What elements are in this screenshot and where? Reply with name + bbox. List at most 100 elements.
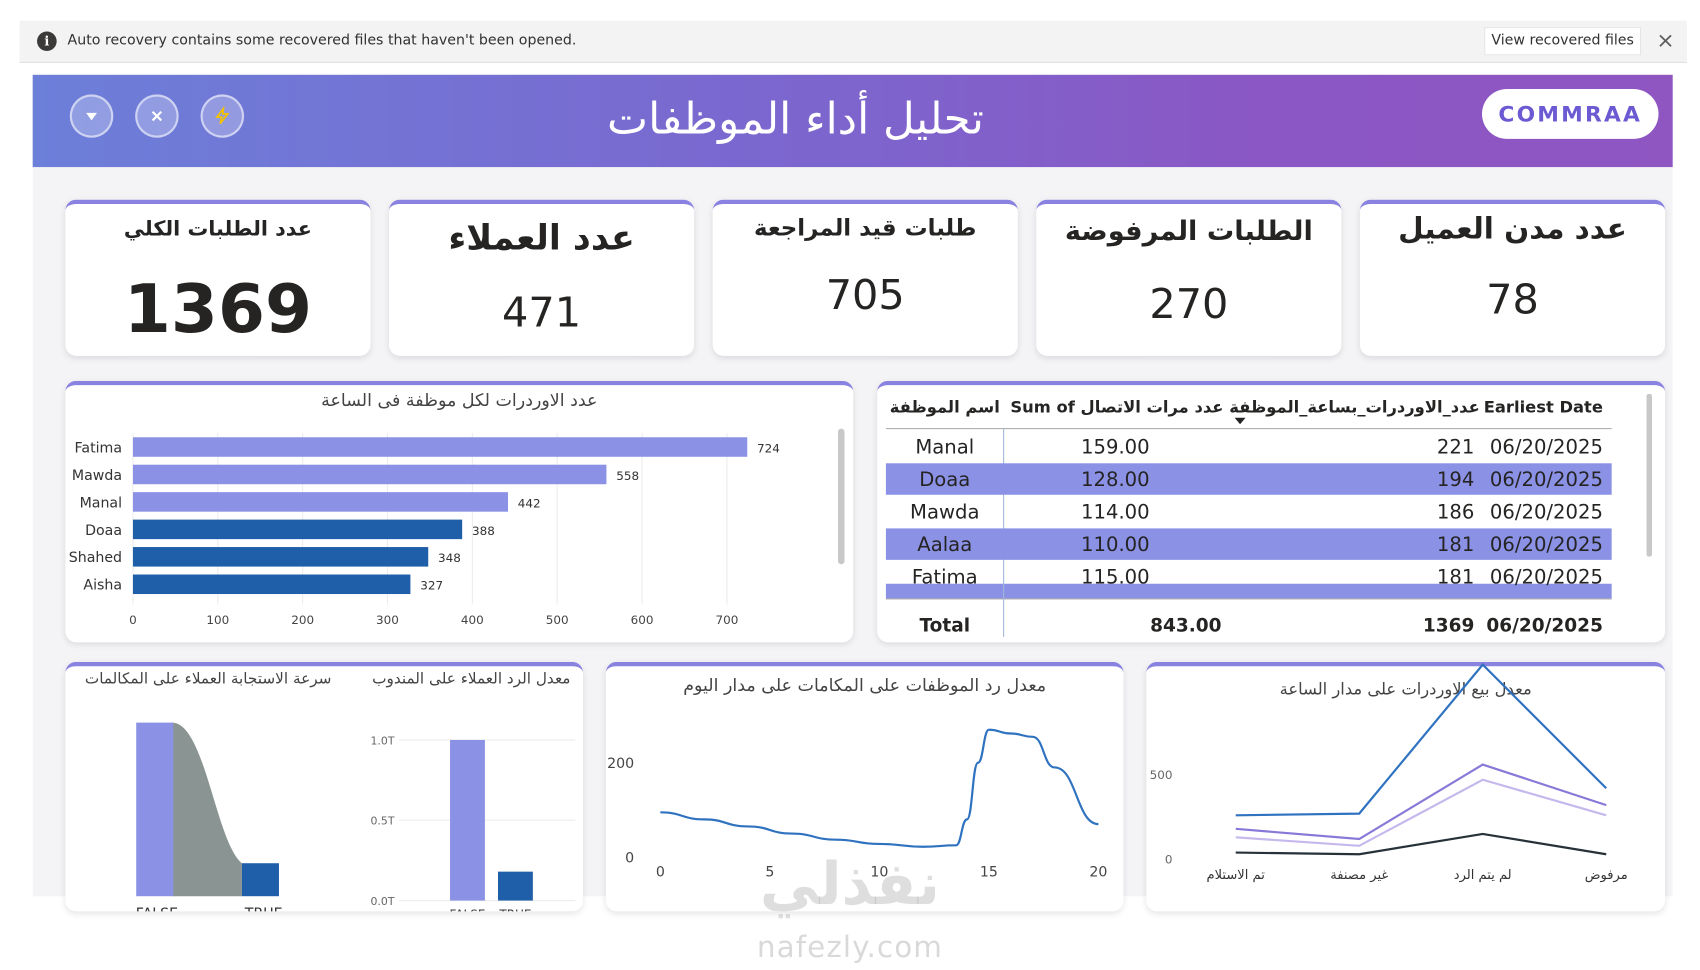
bar[interactable] — [136, 722, 174, 897]
table-total-label: Total — [919, 616, 970, 637]
x-tick-label: 400 — [461, 613, 484, 627]
lightning-icon — [215, 106, 230, 125]
table-cell: 181 — [1437, 533, 1474, 556]
table-cell: Aalaa — [917, 533, 972, 556]
chart-title: معدل رد الموظفات على المكامات على مدار ا… — [683, 674, 1047, 696]
notification-bar: i Auto recovery contains some recovered … — [19, 20, 1687, 63]
table-row-highlight — [885, 528, 1612, 560]
kpi-value: 705 — [825, 271, 905, 319]
kpi-label: الطلبات المرفوضة — [1064, 214, 1313, 247]
series-line[interactable] — [1235, 763, 1607, 841]
chart-scrollbar[interactable] — [837, 428, 845, 565]
table-cell: 128.00 — [1081, 468, 1150, 491]
kpi-value: 471 — [502, 288, 582, 337]
bar[interactable] — [450, 739, 485, 901]
kpi-card-total-orders: عدد الطلبات الكلي 1369 — [65, 199, 371, 356]
y-tick-label: 500 — [1150, 768, 1173, 782]
x-tick-label: 20 — [1089, 865, 1107, 881]
series-line[interactable] — [1235, 832, 1607, 856]
table-cell: 221 — [1437, 436, 1474, 459]
orders-per-employee-card: عدد الاوردرات لكل موظفة فى الساعة 0 100 20… — [65, 380, 854, 643]
clear-filters-button[interactable] — [135, 94, 179, 138]
filter-dropdown-button[interactable] — [69, 94, 114, 138]
series-line[interactable] — [660, 728, 1099, 848]
kpi-value: 270 — [1149, 279, 1229, 328]
brand-logo: COMMRAA — [1481, 88, 1659, 139]
bar[interactable] — [497, 871, 533, 901]
table-row-highlight — [885, 463, 1612, 495]
x-tick-label: لم يتم الرد — [1454, 868, 1512, 883]
kpi-card-rejected: الطلبات المرفوضة 270 — [1036, 199, 1342, 356]
bar[interactable] — [132, 574, 411, 595]
table-cell: 110.00 — [1081, 533, 1150, 556]
data-label: 442 — [518, 496, 541, 510]
sort-arrow-icon[interactable] — [1234, 417, 1246, 425]
table-cell: 06/20/2025 — [1490, 566, 1603, 589]
category-label: TRUE — [498, 907, 531, 911]
table-cell: Doaa — [919, 468, 970, 491]
table-header[interactable]: Earliest Date — [1484, 397, 1603, 416]
x-tick-label: 10 — [870, 865, 888, 881]
x-tick-label: 0 — [129, 613, 137, 627]
y-tick-label: 0.5T — [371, 815, 395, 828]
kpi-label: طلبات قيد المراجعة — [753, 214, 977, 241]
data-label: 348 — [438, 551, 461, 565]
page-title: تحليل أداء الموظفات — [607, 94, 984, 145]
response-card: سرعة الاستجابة العملاء على المكالمات معد… — [65, 661, 583, 912]
x-tick-label: 15 — [980, 865, 998, 881]
category-label: TRUE — [244, 906, 283, 911]
transition-shape — [172, 722, 242, 897]
chart-title: عدد الاوردرات لكل موظفة فى الساعة — [321, 389, 598, 411]
category-label: Mawda — [72, 468, 122, 484]
category-label: Fatima — [75, 440, 122, 456]
table-header[interactable]: Sum of عدد مرات الاتصال — [1010, 397, 1223, 416]
kpi-card-customer-cities: عدد مدن العميل 78 — [1359, 199, 1666, 356]
table-cell: 114.00 — [1081, 501, 1150, 524]
view-recovered-files-button[interactable]: View recovered files — [1484, 27, 1642, 56]
kpi-label: عدد مدن العميل — [1398, 212, 1627, 247]
table-header[interactable]: عدد_الاوردرات_بساعة_الموظفة — [1229, 397, 1479, 417]
y-tick-label: 1.0T — [371, 734, 395, 747]
table-row-partial — [885, 583, 1612, 599]
series-line[interactable] — [1235, 778, 1607, 847]
table-total-value: 06/20/2025 — [1486, 616, 1603, 637]
x-tick-label: غير مصنفة — [1330, 868, 1388, 883]
x-tick-label: 100 — [206, 613, 229, 627]
watermark-brand: نفذلي — [759, 849, 941, 918]
quick-action-button[interactable] — [200, 94, 245, 138]
table-cell: Mawda — [910, 501, 979, 524]
bar[interactable] — [132, 464, 607, 485]
chart-title: سرعة الاستجابة العملاء على المكالمات — [84, 670, 332, 688]
bar[interactable] — [132, 437, 748, 457]
kpi-card-under-review: طلبات قيد المراجعة 705 — [712, 199, 1018, 356]
bar[interactable] — [132, 492, 508, 512]
table-cell: 194 — [1437, 468, 1474, 491]
x-tick-label: 5 — [765, 865, 774, 881]
table-total-value: 1369 — [1423, 616, 1475, 637]
y-tick-label: 0.0T — [371, 895, 395, 908]
table-scrollbar[interactable] — [1646, 393, 1652, 557]
x-tick-label: 700 — [715, 613, 738, 627]
bar[interactable] — [132, 519, 463, 540]
kpi-value: 78 — [1486, 275, 1539, 324]
data-label: 558 — [616, 469, 639, 483]
table-cell: 06/20/2025 — [1490, 436, 1603, 459]
table-cell: 06/20/2025 — [1490, 501, 1603, 524]
category-label: Doaa — [85, 523, 122, 539]
close-icon[interactable]: × — [1656, 27, 1675, 54]
series-line[interactable] — [1235, 663, 1607, 817]
category-label: FALSE — [136, 906, 178, 911]
report-header: تحليل أداء الموظفات COMMRAA — [32, 74, 1673, 168]
y-tick-label: 200 — [607, 756, 634, 772]
x-tick-label: تم الاستلام — [1207, 868, 1266, 883]
table-header[interactable]: اسم الموظفة — [890, 397, 1000, 416]
watermark-url: nafezly.com — [756, 930, 944, 965]
category-label: Shahed — [69, 550, 122, 566]
x-tick-label: 300 — [376, 613, 399, 627]
bar[interactable] — [241, 863, 279, 897]
sales-by-hour-chart: 500 0 تم الاستلام غير مصنفة لم يتم الرد مرفوض — [1150, 663, 1628, 883]
chart-title: معدل الرد العملاء على المندوب — [372, 670, 571, 688]
info-icon: i — [37, 31, 57, 51]
bar[interactable] — [132, 547, 429, 567]
table-cell: 186 — [1437, 501, 1474, 524]
